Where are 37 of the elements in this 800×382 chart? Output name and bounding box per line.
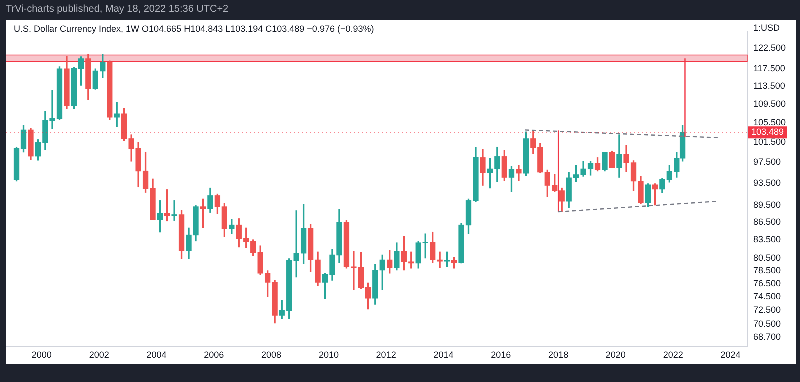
y-tick-label: 80.500 (753, 252, 781, 263)
y-tick-label: 74.500 (753, 292, 781, 302)
x-tick-label: 2024 (720, 350, 741, 360)
x-tick-label: 2012 (376, 350, 396, 360)
x-tick-label: 2018 (548, 350, 569, 360)
y-tick-label: 86.500 (753, 216, 781, 227)
x-tick-label: 2008 (262, 350, 282, 360)
ref-line-label: 103.489 (751, 127, 784, 138)
y-tick-label: 70.500 (753, 319, 781, 330)
y-tick-label: 101.500 (753, 136, 786, 147)
x-tick-label: 2014 (434, 350, 454, 360)
x-tick-label: 2002 (89, 350, 110, 360)
x-tick-label: 2000 (32, 350, 52, 360)
x-tick-label: 2006 (204, 350, 224, 360)
y-tick-label: 109.500 (753, 98, 786, 109)
x-tick-label: 2016 (491, 350, 512, 360)
y-tick-label: 72.500 (753, 305, 781, 316)
y-tick-label: 76.500 (753, 278, 781, 288)
y-tick-label: 113.500 (753, 80, 786, 91)
chart-subtitle: U.S. Dollar Currency Index, 1W O104.665 H104.843 L103.194 C103.489 −0.976 (−0.93%) (14, 24, 374, 34)
y-tick-label: 93.500 (753, 178, 781, 188)
chart-title: TrVi-charts published, May 18, 2022 15:36 UTC+2 (6, 4, 229, 15)
y-tick-label: 78.500 (753, 265, 781, 276)
y-tick-label: 117.500 (753, 64, 786, 74)
y-tick-label: 105.500 (753, 118, 786, 128)
candlestick (172, 200, 178, 221)
y-tick-label: 68.700 (753, 332, 781, 342)
x-tick-label: 2004 (146, 350, 167, 360)
candlestick (516, 165, 522, 182)
y-axis-title: 1:USD (753, 22, 780, 33)
y-tick-label: 122.500 (753, 42, 786, 53)
y-tick-label: 83.500 (753, 234, 781, 245)
y-tick-label: 97.500 (753, 156, 781, 167)
x-tick-label: 2010 (318, 350, 339, 360)
y-tick-label: 89.500 (753, 200, 781, 210)
x-tick-label: 2022 (663, 350, 684, 360)
x-tick-label: 2020 (606, 350, 626, 360)
